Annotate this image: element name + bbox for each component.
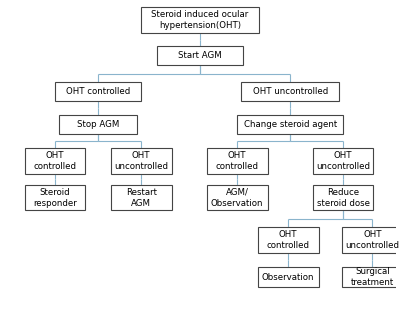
FancyBboxPatch shape xyxy=(157,46,243,65)
FancyBboxPatch shape xyxy=(59,115,137,134)
Text: Steroid induced ocular
hypertension(OHT): Steroid induced ocular hypertension(OHT) xyxy=(151,10,249,30)
FancyBboxPatch shape xyxy=(207,185,268,210)
Text: OHT
uncontrolled: OHT uncontrolled xyxy=(316,151,370,171)
FancyBboxPatch shape xyxy=(141,7,259,33)
Text: Surgical
treatment: Surgical treatment xyxy=(351,267,394,287)
FancyBboxPatch shape xyxy=(111,185,172,210)
Text: OHT
controlled: OHT controlled xyxy=(216,151,259,171)
FancyBboxPatch shape xyxy=(207,149,268,174)
FancyBboxPatch shape xyxy=(111,149,172,174)
FancyBboxPatch shape xyxy=(342,228,400,253)
Text: OHT controlled: OHT controlled xyxy=(66,87,130,96)
Text: Reduce
steroid dose: Reduce steroid dose xyxy=(316,188,370,208)
Text: Restart
AGM: Restart AGM xyxy=(126,188,157,208)
FancyBboxPatch shape xyxy=(237,115,343,134)
Text: OHT
controlled: OHT controlled xyxy=(267,230,310,250)
Text: Observation: Observation xyxy=(262,273,314,282)
FancyBboxPatch shape xyxy=(241,82,339,101)
Text: OHT
controlled: OHT controlled xyxy=(34,151,76,171)
FancyBboxPatch shape xyxy=(313,149,374,174)
FancyBboxPatch shape xyxy=(24,149,85,174)
FancyBboxPatch shape xyxy=(342,267,400,287)
FancyBboxPatch shape xyxy=(258,267,318,287)
Text: OHT uncontrolled: OHT uncontrolled xyxy=(252,87,328,96)
Text: Start AGM: Start AGM xyxy=(178,51,222,60)
Text: Steroid
responder: Steroid responder xyxy=(33,188,77,208)
Text: OHT
uncontrolled: OHT uncontrolled xyxy=(114,151,168,171)
FancyBboxPatch shape xyxy=(55,82,141,101)
Text: AGM/
Observation: AGM/ Observation xyxy=(211,188,264,208)
FancyBboxPatch shape xyxy=(24,185,85,210)
FancyBboxPatch shape xyxy=(313,185,374,210)
Text: Stop AGM: Stop AGM xyxy=(77,120,119,129)
Text: Change steroid agent: Change steroid agent xyxy=(244,120,337,129)
FancyBboxPatch shape xyxy=(258,228,318,253)
Text: OHT
uncontrolled: OHT uncontrolled xyxy=(346,230,400,250)
